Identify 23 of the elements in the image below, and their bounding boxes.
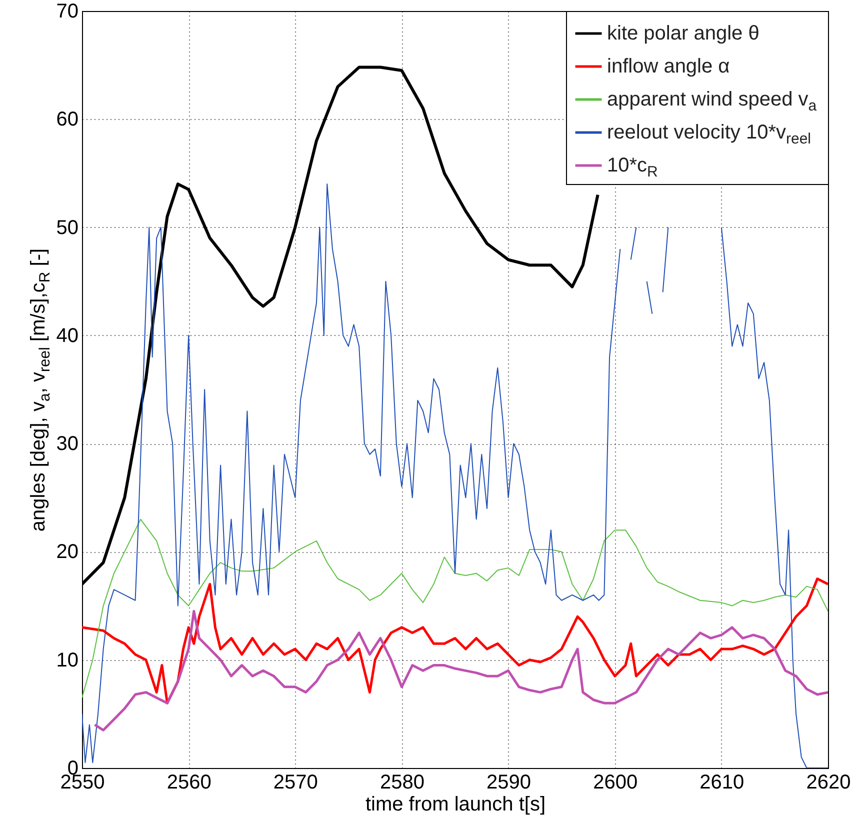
x-tick-label: 2560 [166, 772, 212, 794]
line-series [82, 578, 828, 704]
y-tick-label: 20 [56, 541, 78, 564]
x-tick-label: 2600 [593, 772, 638, 794]
x-tick-label: 2590 [486, 772, 532, 794]
y-tick-label: 70 [56, 0, 78, 22]
legend-label: apparent wind speed v$_{a}$ [607, 88, 818, 114]
y-tick-label: 50 [56, 216, 78, 239]
line-series [94, 610, 828, 732]
line-series [82, 518, 828, 698]
x-tick-label: 2570 [273, 772, 318, 794]
y-tick-label: 10 [56, 649, 78, 672]
legend-label: 10*c$_{R}$ [607, 154, 658, 180]
y-tick-label: 60 [56, 108, 78, 131]
legend-label: inflow angle α [607, 56, 730, 78]
x-axis-title: time from launch t[s] [365, 794, 546, 816]
x-tick-label: 2620 [806, 772, 851, 794]
legend-label: reelout velocity 10*v$_{reel}$ [607, 122, 811, 147]
x-tick-label: 2610 [700, 772, 744, 794]
y-tick-label: 30 [56, 433, 78, 456]
y-tick-label: 40 [56, 324, 78, 347]
x-tick-label: 2580 [380, 772, 424, 794]
legend-label: kite polar angle θ [607, 22, 760, 44]
